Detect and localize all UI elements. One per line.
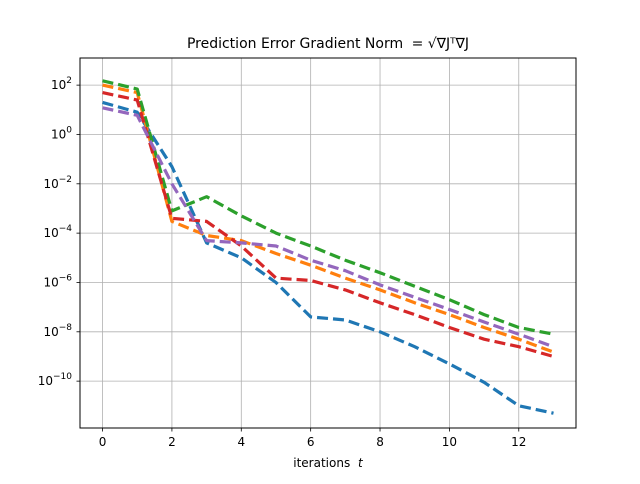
series-line-1 [102,100,554,415]
x-tick-label: 10 [442,435,457,449]
y-tick-label: 10−4 [43,224,72,240]
y-tick-label: 10−8 [43,323,72,339]
chart-title-text: Prediction Error Gradient Norm [187,36,403,52]
x-axis-label-variable: t [358,456,364,470]
series-layer [102,79,555,415]
y-tick-label: 10−6 [43,273,72,289]
x-axis-label-text: iterations [293,456,350,470]
x-tick-label: 8 [376,435,384,449]
y-tick-label: 10−2 [43,175,72,191]
y-tick-label: 102 [51,76,72,92]
series-line-3 [102,79,554,336]
x-tick-label: 0 [99,435,107,449]
y-tick-label: 100 [51,125,72,141]
x-tick-label: 12 [511,435,526,449]
x-tick-label: 6 [307,435,315,449]
grid [80,58,576,428]
axes-frame [79,57,577,429]
y-axis: 102 100 10−2 10−4 10−6 10−8 10−10 [38,76,80,388]
x-tick-label: 2 [168,435,176,449]
chart-title-formula: = √∇Jᵀ∇J [412,36,469,52]
y-tick-label: 10−10 [38,372,73,388]
x-axis: 0 2 4 6 8 10 12 [99,428,526,449]
chart-title: Prediction Error Gradient Norm = √∇Jᵀ∇J [187,36,469,52]
x-axis-label: iterations t [293,456,364,470]
series-line-4 [102,91,554,359]
series-line-5 [102,106,555,349]
x-tick-label: 4 [237,435,245,449]
